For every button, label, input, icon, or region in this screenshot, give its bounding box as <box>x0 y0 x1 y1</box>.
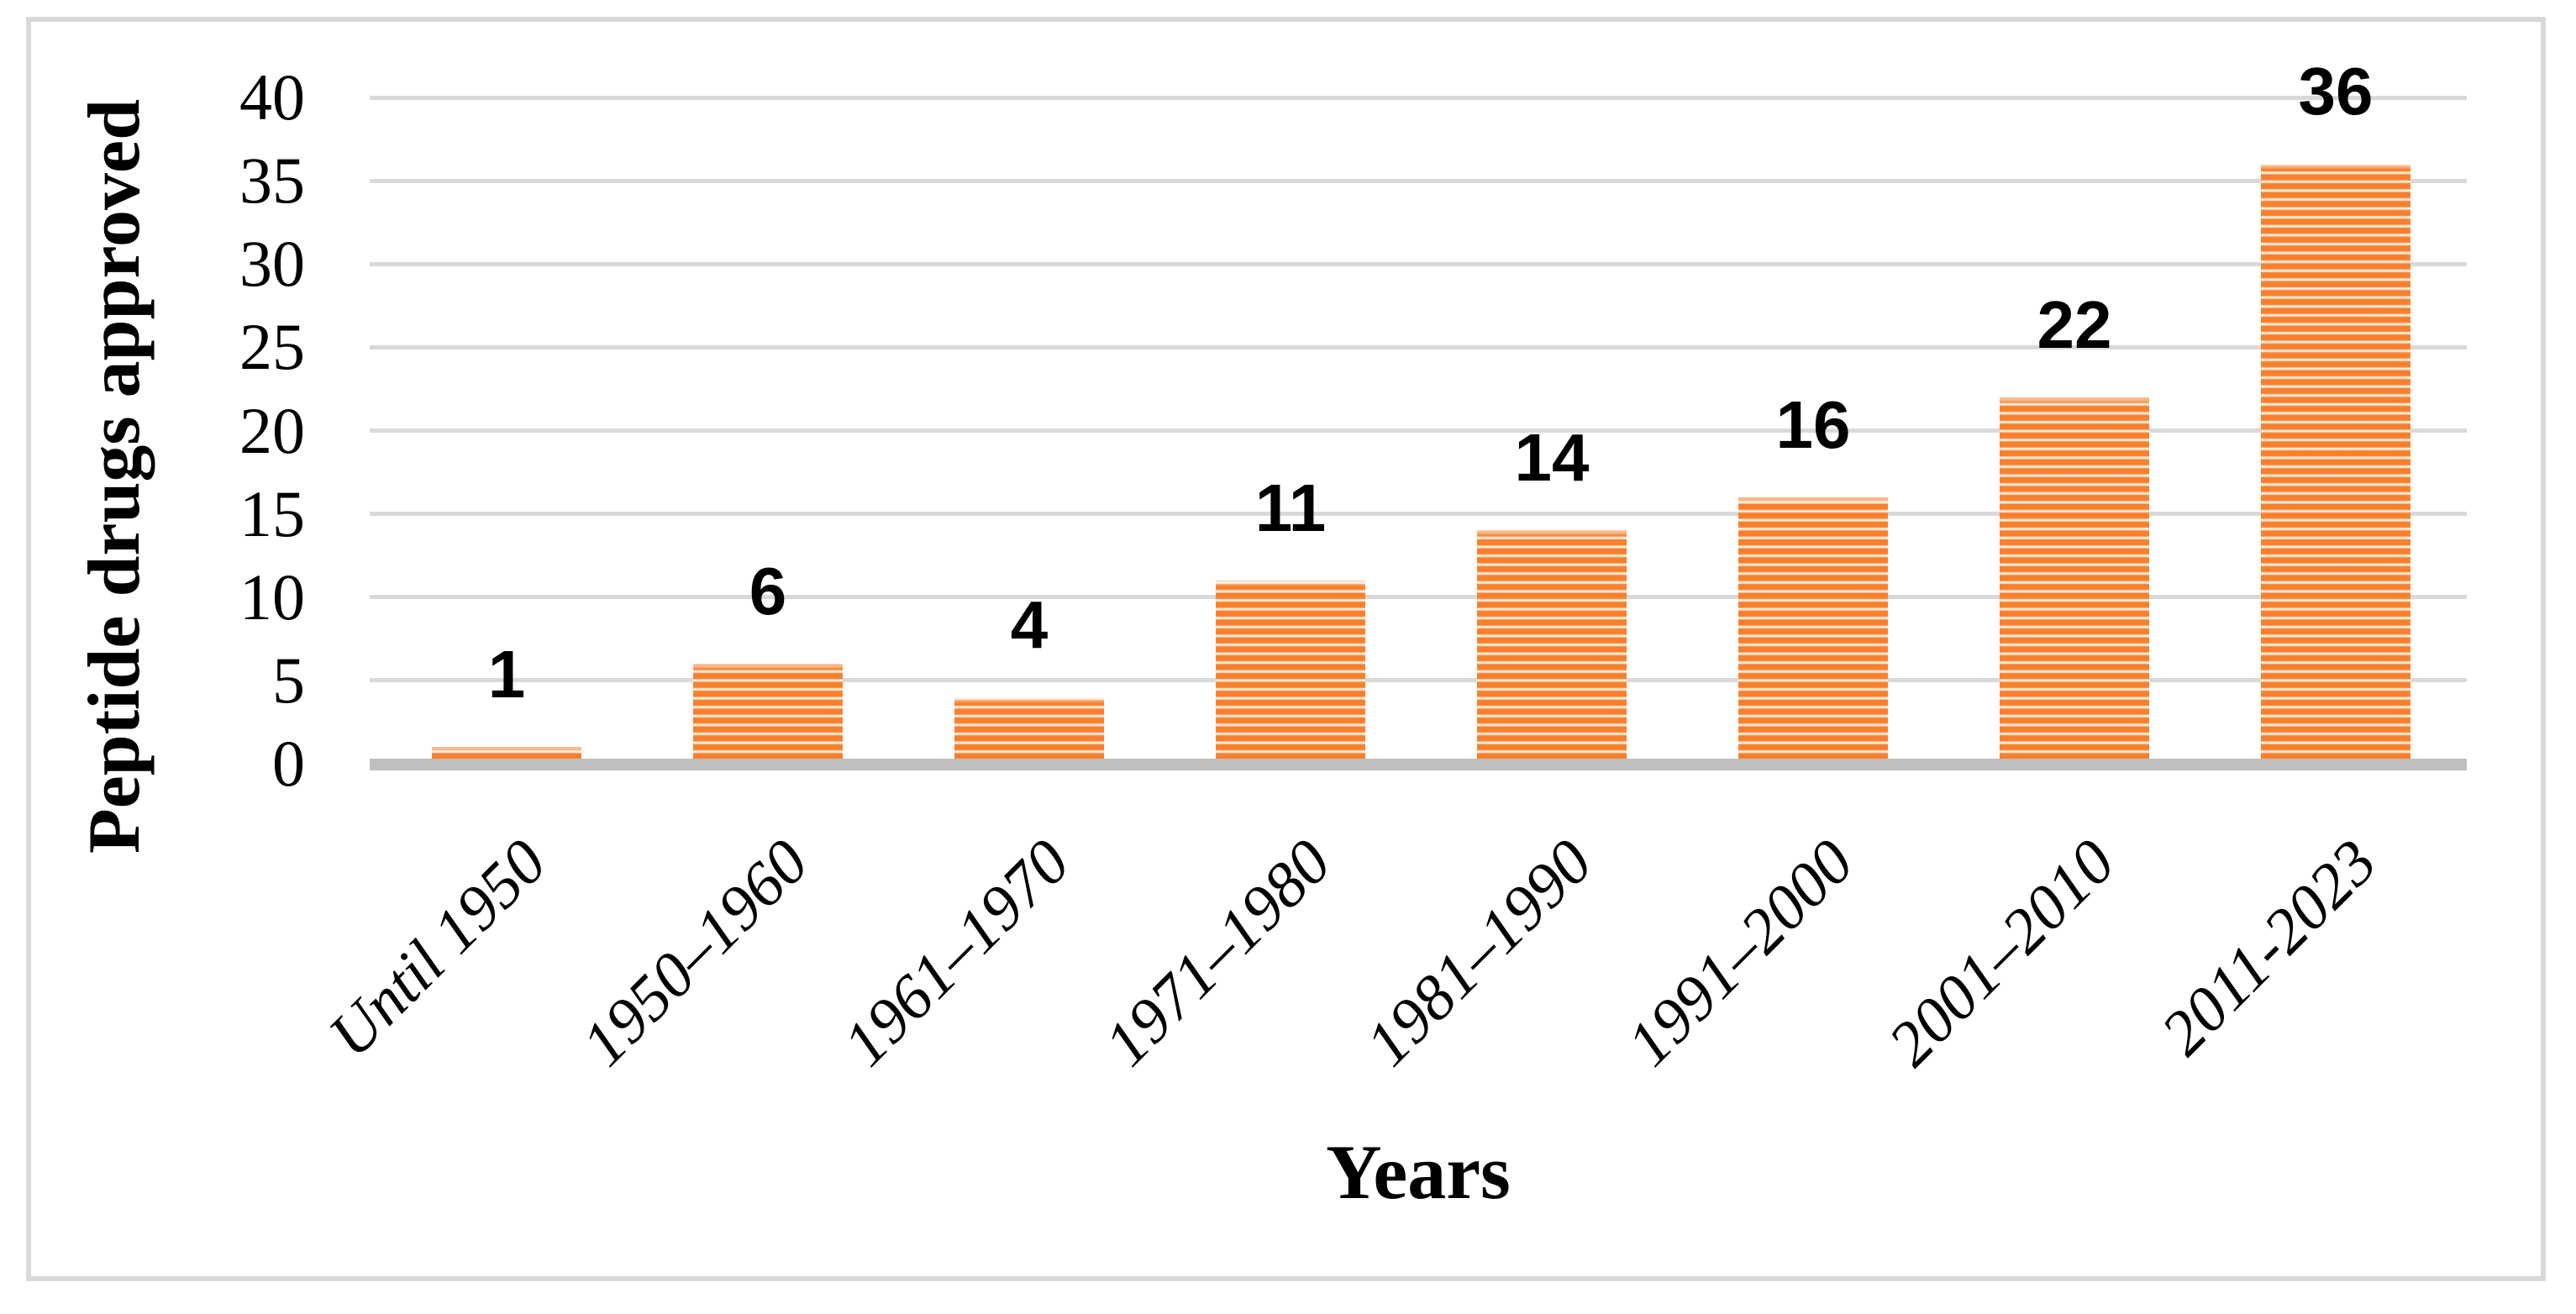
bar-value-label-1950–1960: 6 <box>749 554 787 628</box>
y-tick-label-15: 15 <box>239 477 305 550</box>
gridline-y-10 <box>370 595 2467 599</box>
gridline-y-40 <box>370 96 2467 100</box>
y-tick-label-30: 30 <box>239 227 305 300</box>
bar-value-label-Until 1950: 1 <box>487 637 526 712</box>
y-axis-title: Peptide drugs approved <box>74 98 155 854</box>
bar-1961–1970 <box>954 697 1104 759</box>
bar-value-label-2001–2010: 22 <box>2037 287 2112 362</box>
gridline-y-35 <box>370 179 2467 183</box>
bar-value-label-1991–2000: 16 <box>1775 387 1851 462</box>
bar-value-label-1961–1970: 4 <box>1010 587 1049 662</box>
x-axis-line <box>370 759 2467 770</box>
y-tick-label-40: 40 <box>239 60 305 134</box>
gridline-y-25 <box>370 345 2467 350</box>
bar-2001–2010 <box>2000 397 2149 759</box>
gridline-y-20 <box>370 428 2467 433</box>
bar-value-label-2011-2023: 36 <box>2298 54 2374 129</box>
y-tick-label-35: 35 <box>239 144 305 217</box>
bar-value-label-1981–1990: 14 <box>1514 420 1590 495</box>
gridline-y-30 <box>370 262 2467 266</box>
bar-Until 1950 <box>432 747 581 759</box>
bar-1950–1960 <box>693 664 843 759</box>
y-tick-label-10: 10 <box>239 560 305 633</box>
gridline-y-15 <box>370 512 2467 516</box>
y-tick-label-25: 25 <box>239 310 305 383</box>
bar-1981–1990 <box>1477 530 1627 759</box>
y-tick-label-5: 5 <box>272 644 305 717</box>
bar-1971–1980 <box>1216 581 1365 759</box>
gridline-y-5 <box>370 678 2467 682</box>
y-tick-label-20: 20 <box>239 394 305 467</box>
bar-value-label-1971–1980: 11 <box>1254 470 1327 545</box>
y-tick-label-0: 0 <box>272 727 305 800</box>
x-axis-title: Years <box>1326 1129 1511 1215</box>
bar-1991–2000 <box>1738 497 1888 759</box>
bar-2011-2023 <box>2261 164 2410 759</box>
